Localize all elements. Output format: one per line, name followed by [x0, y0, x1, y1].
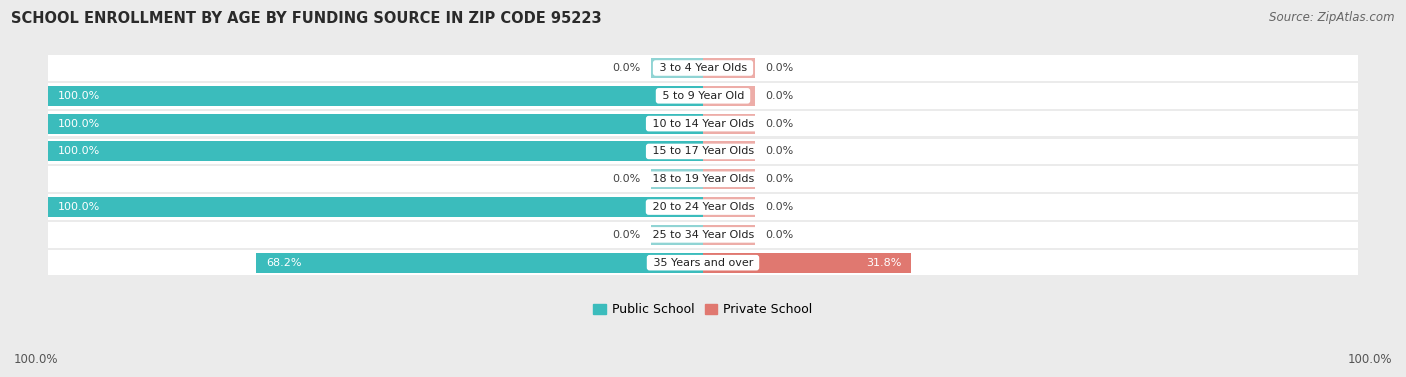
Bar: [703, 141, 755, 161]
Bar: [48, 222, 1358, 248]
Bar: [703, 58, 755, 78]
Text: SCHOOL ENROLLMENT BY AGE BY FUNDING SOURCE IN ZIP CODE 95223: SCHOOL ENROLLMENT BY AGE BY FUNDING SOUR…: [11, 11, 602, 26]
Bar: [48, 167, 1358, 192]
Text: 100.0%: 100.0%: [58, 91, 100, 101]
Bar: [651, 169, 703, 189]
Text: 0.0%: 0.0%: [613, 174, 641, 184]
Bar: [651, 58, 703, 78]
Bar: [48, 250, 1358, 276]
Text: 5 to 9 Year Old: 5 to 9 Year Old: [658, 91, 748, 101]
Text: 3 to 4 Year Olds: 3 to 4 Year Olds: [655, 63, 751, 73]
Text: 15 to 17 Year Olds: 15 to 17 Year Olds: [648, 146, 758, 156]
Bar: [703, 197, 755, 217]
Text: 0.0%: 0.0%: [765, 174, 793, 184]
Text: 10 to 14 Year Olds: 10 to 14 Year Olds: [648, 119, 758, 129]
Text: 0.0%: 0.0%: [613, 230, 641, 240]
Text: 31.8%: 31.8%: [866, 258, 901, 268]
Text: 0.0%: 0.0%: [765, 119, 793, 129]
Text: 20 to 24 Year Olds: 20 to 24 Year Olds: [648, 202, 758, 212]
Text: 25 to 34 Year Olds: 25 to 34 Year Olds: [648, 230, 758, 240]
Bar: [256, 253, 703, 273]
Text: 100.0%: 100.0%: [58, 119, 100, 129]
Text: 0.0%: 0.0%: [765, 63, 793, 73]
Bar: [703, 253, 911, 273]
Text: 100.0%: 100.0%: [58, 146, 100, 156]
Bar: [48, 197, 703, 217]
Bar: [48, 86, 703, 106]
Bar: [48, 83, 1358, 109]
Text: 100.0%: 100.0%: [58, 202, 100, 212]
Text: 68.2%: 68.2%: [266, 258, 301, 268]
Bar: [703, 225, 755, 245]
Bar: [48, 55, 1358, 81]
Text: Source: ZipAtlas.com: Source: ZipAtlas.com: [1270, 11, 1395, 24]
Bar: [48, 111, 1358, 136]
Text: 100.0%: 100.0%: [1347, 353, 1392, 366]
Bar: [703, 169, 755, 189]
Bar: [48, 113, 703, 133]
Bar: [703, 86, 755, 106]
Text: 0.0%: 0.0%: [765, 91, 793, 101]
Text: 100.0%: 100.0%: [14, 353, 59, 366]
Bar: [703, 113, 755, 133]
Legend: Public School, Private School: Public School, Private School: [588, 298, 818, 321]
Bar: [48, 141, 703, 161]
Text: 0.0%: 0.0%: [765, 202, 793, 212]
Text: 18 to 19 Year Olds: 18 to 19 Year Olds: [648, 174, 758, 184]
Text: 35 Years and over: 35 Years and over: [650, 258, 756, 268]
Text: 0.0%: 0.0%: [765, 146, 793, 156]
Text: 0.0%: 0.0%: [613, 63, 641, 73]
Bar: [48, 194, 1358, 220]
Bar: [651, 225, 703, 245]
Text: 0.0%: 0.0%: [765, 230, 793, 240]
Bar: [48, 139, 1358, 164]
